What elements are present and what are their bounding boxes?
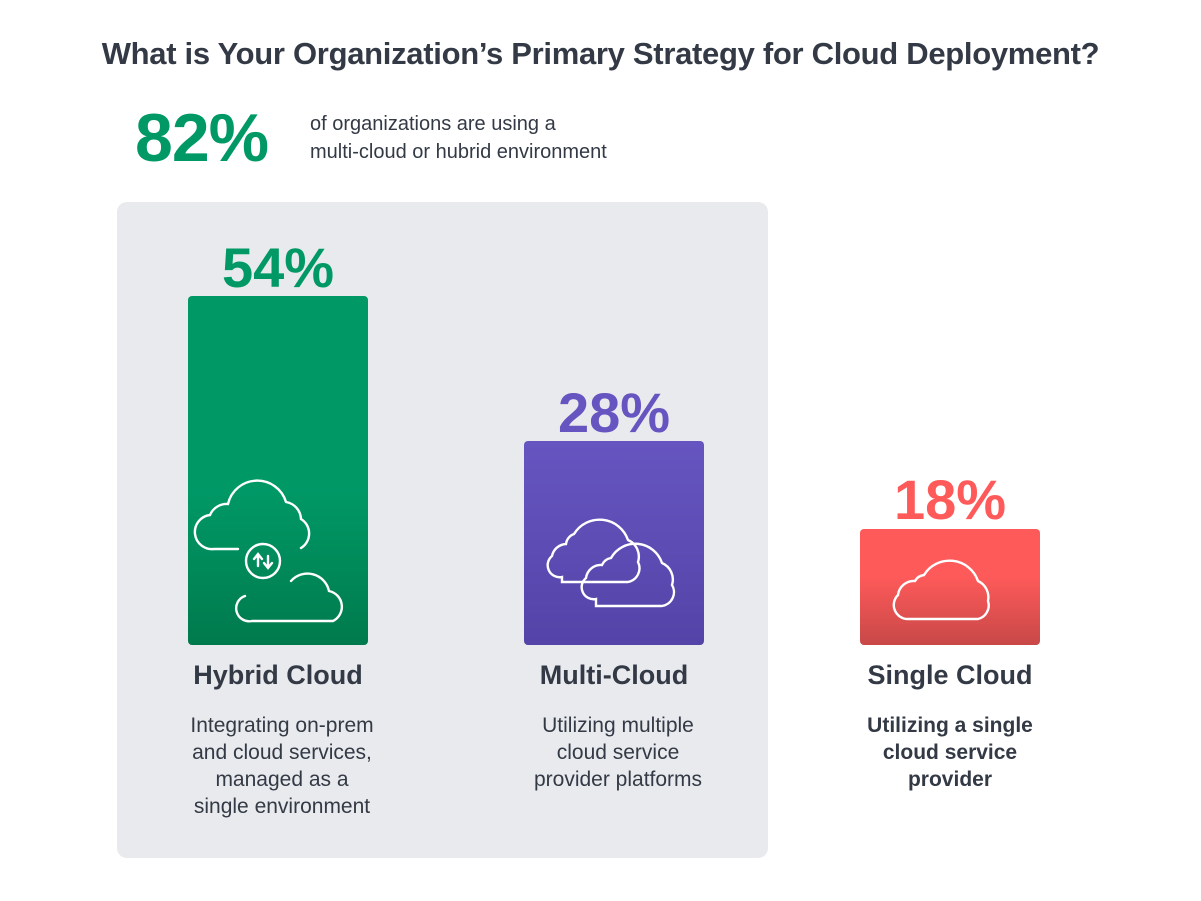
bar-hybrid-cloud: [188, 296, 368, 645]
chart-title: What is Your Organization’s Primary Stra…: [101, 36, 1100, 71]
bar-label-single: Single Cloud: [867, 660, 1033, 690]
headline-line-1: of organizations are using a: [310, 113, 556, 135]
single-cloud-icon: [892, 559, 990, 621]
bar-value-multi: 28%: [557, 381, 671, 444]
headline-description: of organizations are using a multi-cloud…: [310, 110, 607, 166]
bar-label-multi: Multi-Cloud: [539, 660, 689, 690]
bar-desc-single: Utilizing a single cloud service provide…: [867, 714, 1033, 791]
headline-line-2: multi-cloud or hubrid environment: [310, 141, 607, 163]
bar-single-cloud: [860, 529, 1040, 645]
bar-desc-hybrid: Integrating on-prem and cloud services, …: [190, 714, 374, 818]
bar-value-hybrid: 54%: [221, 236, 335, 299]
bar-label-hybrid: Hybrid Cloud: [193, 660, 363, 690]
bar-value-single: 18%: [893, 468, 1007, 531]
bar-multi-cloud: [524, 441, 704, 645]
headline-percentage: 82%: [135, 100, 269, 176]
hybrid-cloud-sync-icon: [193, 479, 344, 623]
bar-desc-multi: Utilizing multiple cloud service provide…: [533, 714, 703, 791]
multi-cloud-icon: [546, 518, 676, 608]
